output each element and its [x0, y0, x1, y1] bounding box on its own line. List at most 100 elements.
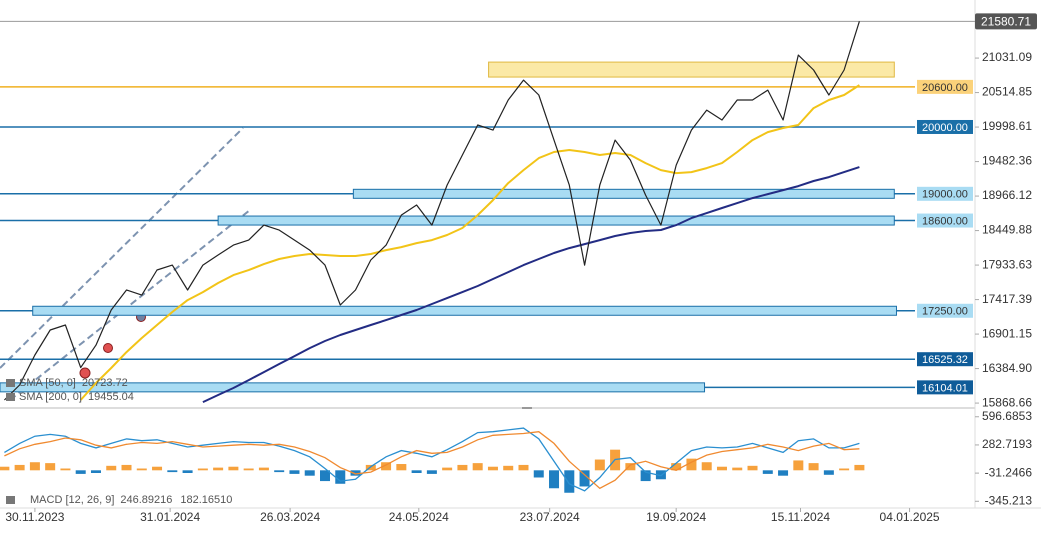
y-tick-label: 19482.36	[982, 154, 1032, 168]
level-label: 19000.00	[922, 189, 968, 201]
y-tick-label: -31.2466	[985, 465, 1033, 479]
histogram-bar	[579, 470, 590, 487]
histogram-bar	[75, 470, 86, 474]
level-label-box	[917, 213, 973, 228]
histogram-bar	[350, 470, 361, 476]
histogram-bar	[381, 462, 392, 471]
level-label-box	[917, 303, 973, 318]
legend-value: 19455.04	[88, 391, 134, 403]
histogram-bar	[136, 468, 147, 471]
marker	[79, 367, 91, 379]
level-label: 18600.00	[922, 215, 968, 227]
level-label-box	[917, 380, 973, 395]
histogram-bar	[808, 463, 819, 471]
legend-value: 20723.72	[82, 377, 128, 389]
histogram-bar	[472, 463, 483, 471]
level-label-box	[917, 186, 973, 201]
histogram-bar	[701, 462, 712, 471]
sma-line	[79, 84, 860, 401]
level-label: 17250.00	[922, 306, 968, 318]
level-band	[352, 188, 895, 199]
histogram-bar	[182, 470, 193, 473]
y-tick-label: 16901.15	[982, 326, 1032, 340]
x-tick-label: 04.01.2025	[880, 510, 940, 524]
histogram-bar	[640, 470, 651, 482]
histogram-bar	[762, 470, 773, 474]
level-band	[32, 305, 897, 316]
y-tick-label: 16384.90	[982, 361, 1032, 375]
level-band	[217, 215, 895, 226]
y-tick-label: 282.7193	[982, 437, 1032, 451]
histogram-bar	[655, 470, 666, 480]
trend-channel	[0, 127, 251, 401]
histogram-bar	[121, 464, 132, 471]
histogram-bar	[503, 465, 514, 471]
x-tick-label: 30.11.2023	[5, 510, 64, 524]
level-label: 20600.00	[922, 82, 968, 94]
y-tick-label: 21031.09	[982, 50, 1032, 64]
histogram-bar	[289, 470, 300, 474]
histogram-bar	[14, 464, 25, 471]
histogram-bar	[0, 466, 10, 471]
macd-line	[4, 431, 860, 490]
x-tick-label: 26.03.2024	[260, 510, 320, 524]
histogram-bar	[487, 466, 498, 471]
histogram-bar	[625, 463, 636, 471]
macd-line	[4, 427, 860, 492]
histogram-bar	[671, 463, 682, 471]
legend-icon	[6, 393, 15, 401]
x-tick-label: 15.11.2024	[771, 510, 830, 524]
histogram-bar	[457, 464, 468, 471]
level-label-box	[917, 352, 973, 367]
x-tick-label: 19.09.2024	[646, 510, 706, 524]
legend-value: 246.89216	[120, 494, 172, 506]
histogram-bar	[747, 465, 758, 471]
histogram-bar	[594, 459, 605, 471]
histogram-bar	[686, 458, 697, 471]
level-label-box	[917, 119, 973, 134]
histogram-bar	[518, 464, 529, 471]
y-tick-label: 596.6853	[982, 409, 1032, 423]
histogram-bar	[60, 468, 71, 471]
histogram-bar	[152, 466, 163, 471]
legend-label: SMA [50, 0]	[19, 377, 76, 389]
trend-line	[9, 209, 251, 401]
x-tick-label: 24.05.2024	[389, 510, 449, 524]
histogram-bar	[716, 466, 727, 471]
histogram-bar	[854, 464, 865, 471]
histogram-bar	[411, 470, 422, 473]
histogram-bar	[549, 470, 560, 489]
sma-line	[202, 166, 860, 404]
x-tick-label: 31.01.2024	[140, 510, 200, 524]
y-tick-label: 17417.39	[982, 292, 1032, 306]
y-tick-label: 19998.61	[982, 119, 1032, 133]
y-tick-label: 18449.88	[982, 223, 1032, 237]
legend-value: 182.16510	[180, 494, 232, 506]
legend-icon	[6, 379, 15, 387]
resistance-zone	[488, 61, 895, 78]
legend-label: SMA [200, 0]	[19, 391, 82, 403]
histogram-bar	[228, 466, 239, 471]
panel-handle[interactable]	[522, 407, 532, 409]
histogram-bar	[106, 465, 117, 471]
level-band	[0, 382, 706, 393]
price-line	[3, 21, 860, 401]
legend-icon	[6, 496, 15, 504]
histogram-bar	[243, 468, 254, 471]
marker	[103, 343, 113, 353]
histogram-bar	[304, 470, 315, 476]
histogram-bar	[167, 470, 178, 473]
trend-line	[0, 127, 244, 369]
histogram-bar	[365, 464, 376, 471]
y-tick-label: 18966.12	[982, 188, 1032, 202]
histogram-bar	[396, 464, 407, 471]
histogram-bar	[442, 467, 453, 471]
histogram-bar	[258, 467, 269, 471]
level-label: 16104.01	[922, 382, 968, 394]
histogram-bar	[823, 470, 834, 475]
histogram-bar	[335, 470, 346, 484]
level-label: 16525.32	[922, 354, 968, 366]
histogram-bar	[564, 470, 575, 493]
histogram-bar	[90, 470, 101, 473]
